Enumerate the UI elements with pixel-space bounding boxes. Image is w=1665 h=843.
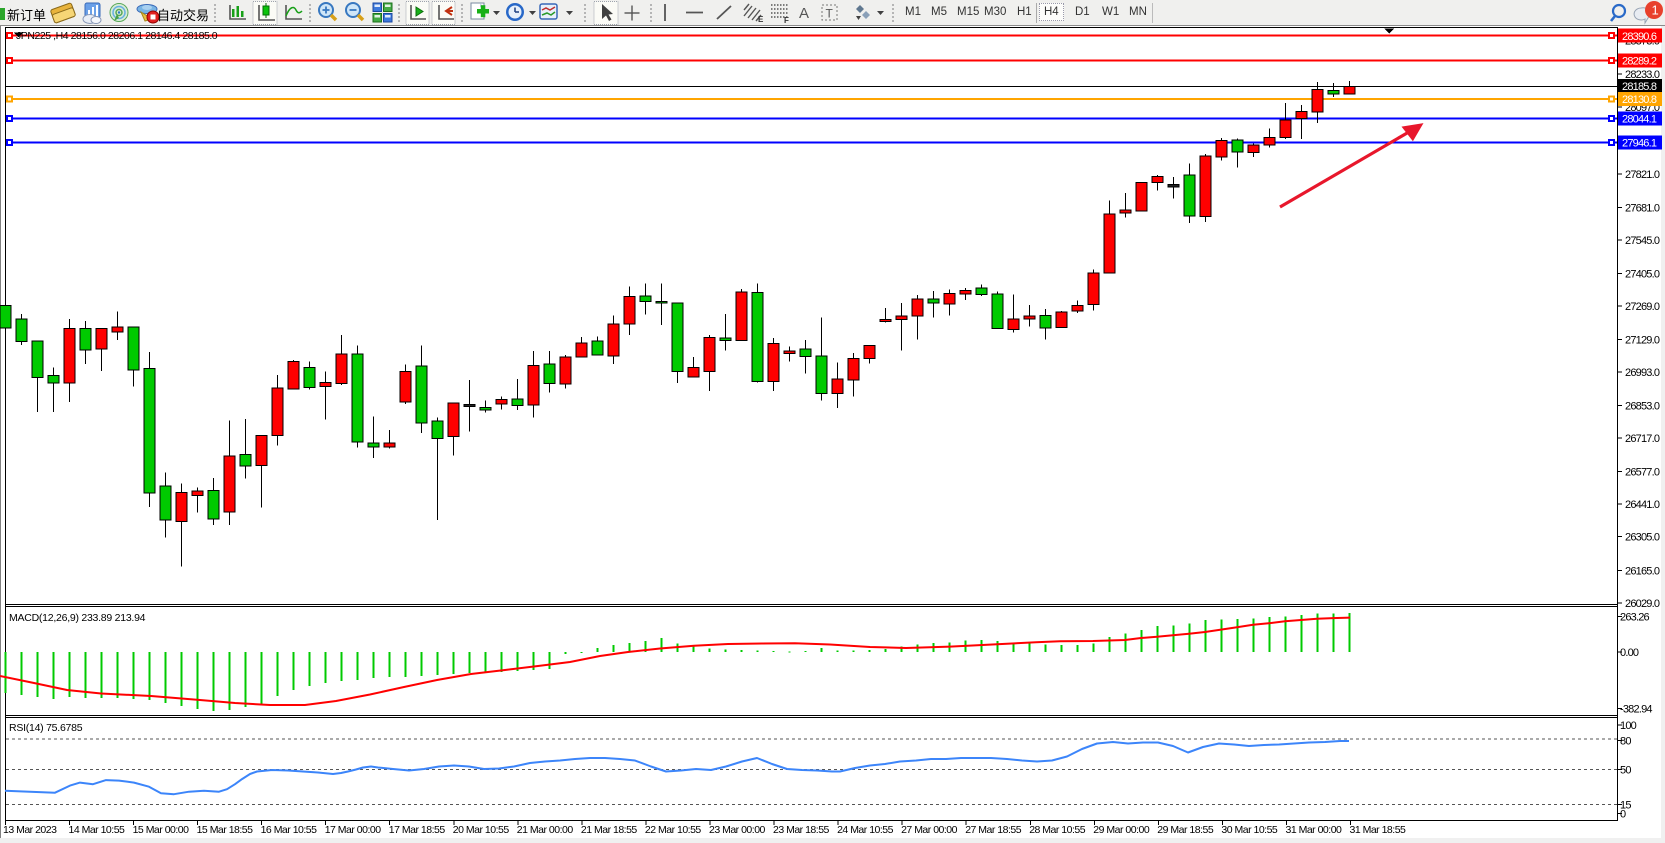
svg-text:0: 0 [1620,808,1626,820]
svg-text:17 Mar 00:00: 17 Mar 00:00 [325,824,382,836]
svg-text:28390.6: 28390.6 [1622,31,1657,43]
svg-text:26577.0: 26577.0 [1625,467,1660,479]
svg-text:16 Mar 10:55: 16 Mar 10:55 [261,824,318,836]
svg-text:27 Mar 18:55: 27 Mar 18:55 [965,824,1022,836]
svg-text:20 Mar 10:55: 20 Mar 10:55 [453,824,510,836]
svg-text:28130.8: 28130.8 [1622,94,1657,106]
svg-text:27681.0: 27681.0 [1625,202,1660,214]
svg-text:26853.0: 26853.0 [1625,401,1660,413]
svg-text:0.00: 0.00 [1620,647,1639,659]
svg-text:27269.0: 27269.0 [1625,301,1660,313]
svg-text:80: 80 [1620,736,1631,748]
svg-text:26165.0: 26165.0 [1625,565,1660,577]
svg-text:1: 1 [1652,3,1659,18]
svg-text:23 Mar 00:00: 23 Mar 00:00 [709,824,766,836]
svg-text:21 Mar 00:00: 21 Mar 00:00 [517,824,574,836]
svg-text:15: 15 [1620,800,1631,812]
svg-text:E: E [758,15,764,24]
svg-text:26441.0: 26441.0 [1625,499,1660,511]
svg-text:28 Mar 10:55: 28 Mar 10:55 [1029,824,1086,836]
svg-text:17 Mar 18:55: 17 Mar 18:55 [389,824,446,836]
svg-text:22 Mar 10:55: 22 Mar 10:55 [645,824,702,836]
svg-text:27946.1: 27946.1 [1622,138,1657,150]
svg-text:50: 50 [1620,765,1631,777]
svg-text:27 Mar 00:00: 27 Mar 00:00 [901,824,958,836]
svg-text:T: T [826,7,834,21]
svg-text:JPN225 ,H4 28156.0 28206.1 28: JPN225 ,H4 28156.0 28206.1 28146.4 28185… [16,30,218,42]
svg-text:21 Mar 18:55: 21 Mar 18:55 [581,824,638,836]
svg-text:27405.0: 27405.0 [1625,268,1660,280]
svg-text:263.26: 263.26 [1620,612,1650,624]
svg-text:27129.0: 27129.0 [1625,335,1660,347]
svg-text:26305.0: 26305.0 [1625,532,1660,544]
svg-text:27821.0: 27821.0 [1625,169,1660,181]
svg-text:26029.0: 26029.0 [1625,598,1660,610]
svg-text:A: A [799,5,809,22]
svg-text:29 Mar 00:00: 29 Mar 00:00 [1093,824,1150,836]
svg-text:RSI(14) 75.6785: RSI(14) 75.6785 [9,722,83,734]
svg-text:31 Mar 00:00: 31 Mar 00:00 [1286,824,1343,836]
svg-text:23 Mar 18:55: 23 Mar 18:55 [773,824,830,836]
svg-text:MACD(12,26,9) 233.89 213.94: MACD(12,26,9) 233.89 213.94 [9,612,146,624]
svg-text:-382.94: -382.94 [1620,704,1652,716]
svg-text:26717.0: 26717.0 [1625,433,1660,445]
svg-text:28289.2: 28289.2 [1622,56,1657,68]
svg-text:28044.1: 28044.1 [1622,114,1657,126]
svg-text:F: F [784,16,789,25]
svg-text:30 Mar 10:55: 30 Mar 10:55 [1221,824,1278,836]
svg-text:15 Mar 00:00: 15 Mar 00:00 [133,824,190,836]
svg-text:13 Mar 2023: 13 Mar 2023 [3,824,57,836]
svg-text:100: 100 [1620,720,1637,732]
svg-text:29 Mar 18:55: 29 Mar 18:55 [1157,824,1214,836]
svg-text:28233.0: 28233.0 [1625,69,1660,81]
svg-text:31 Mar 18:55: 31 Mar 18:55 [1350,824,1407,836]
svg-text:27545.0: 27545.0 [1625,235,1660,247]
svg-text:24 Mar 10:55: 24 Mar 10:55 [837,824,894,836]
svg-text:26993.0: 26993.0 [1625,367,1660,379]
svg-text:28185.8: 28185.8 [1622,81,1657,93]
svg-text:14 Mar 10:55: 14 Mar 10:55 [69,824,126,836]
svg-text:15 Mar 18:55: 15 Mar 18:55 [197,824,254,836]
